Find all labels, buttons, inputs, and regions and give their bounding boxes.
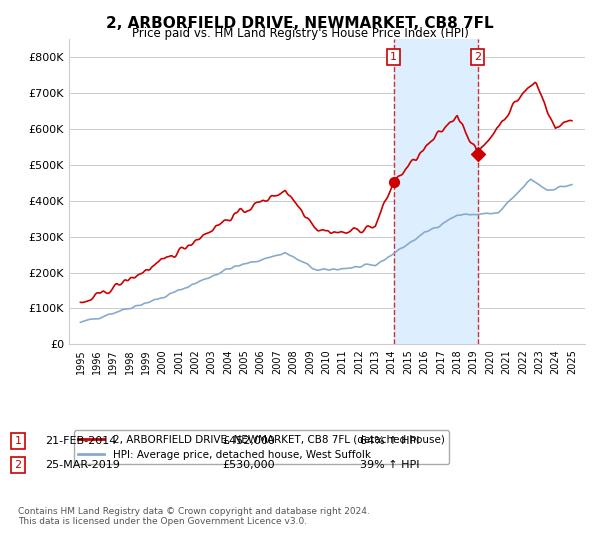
Point xyxy=(473,150,482,158)
Legend: 2, ARBORFIELD DRIVE, NEWMARKET, CB8 7FL (detached house), HPI: Average price, de: 2, ARBORFIELD DRIVE, NEWMARKET, CB8 7FL … xyxy=(74,431,449,464)
Text: Price paid vs. HM Land Registry's House Price Index (HPI): Price paid vs. HM Land Registry's House … xyxy=(131,27,469,40)
Text: 1: 1 xyxy=(390,52,397,62)
Text: 2, ARBORFIELD DRIVE, NEWMARKET, CB8 7FL: 2, ARBORFIELD DRIVE, NEWMARKET, CB8 7FL xyxy=(106,16,494,31)
Text: Contains HM Land Registry data © Crown copyright and database right 2024.
This d: Contains HM Land Registry data © Crown c… xyxy=(18,507,370,526)
Text: 1: 1 xyxy=(14,436,22,446)
Text: 64% ↑ HPI: 64% ↑ HPI xyxy=(360,436,419,446)
Text: 25-MAR-2019: 25-MAR-2019 xyxy=(45,460,120,470)
Text: £530,000: £530,000 xyxy=(222,460,275,470)
Text: 2: 2 xyxy=(14,460,22,470)
Text: 21-FEB-2014: 21-FEB-2014 xyxy=(45,436,116,446)
Bar xyxy=(394,39,478,344)
Text: £452,000: £452,000 xyxy=(222,436,275,446)
Text: 2: 2 xyxy=(474,52,481,62)
Point xyxy=(389,178,398,186)
Text: 39% ↑ HPI: 39% ↑ HPI xyxy=(360,460,419,470)
